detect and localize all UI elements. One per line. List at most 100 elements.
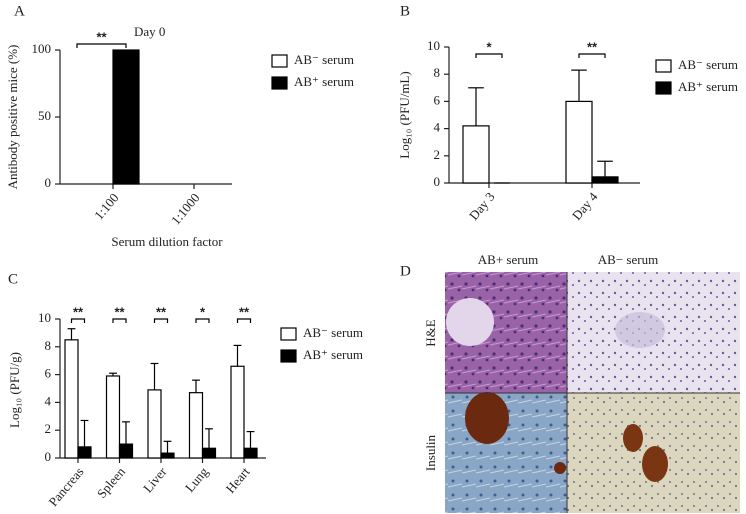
x-tick-label: Liver xyxy=(140,464,170,496)
error-bar xyxy=(122,421,130,445)
y-tick-label: 10 xyxy=(427,38,440,53)
bar xyxy=(160,452,175,459)
legend-swatch xyxy=(280,349,297,363)
significance-label: ** xyxy=(114,304,125,319)
bar xyxy=(147,389,162,459)
annotation: Day 0 xyxy=(134,24,165,39)
islet xyxy=(554,462,566,474)
error-bar xyxy=(468,87,484,126)
bar xyxy=(565,100,593,184)
significance-label: ** xyxy=(156,304,167,319)
error-bar xyxy=(150,362,159,390)
x-tick-label: Spleen xyxy=(94,464,129,501)
legend-label: AB⁺ serum xyxy=(303,347,363,362)
bar xyxy=(230,365,245,459)
column-header: AB− serum xyxy=(598,252,658,267)
significance-bracket xyxy=(475,53,503,58)
legend-label: AB⁻ serum xyxy=(678,57,738,72)
legend-swatch xyxy=(271,76,288,90)
islet xyxy=(615,312,665,348)
y-tick-label: 100 xyxy=(32,41,52,56)
error-bar xyxy=(67,328,76,340)
y-axis-label: Antibody positive mice (%) xyxy=(5,45,20,190)
error-bar xyxy=(571,69,587,102)
bar xyxy=(462,125,490,184)
y-tick-label: 2 xyxy=(45,421,52,436)
legend-swatch xyxy=(280,327,297,341)
panel-label: D xyxy=(400,263,411,279)
error-bar xyxy=(109,372,117,376)
islet xyxy=(623,424,643,452)
significance-bracket xyxy=(578,53,606,58)
y-tick-label: 50 xyxy=(38,108,51,123)
x-tick-label: 1:100 xyxy=(91,190,122,222)
x-axis-label: Serum dilution factor xyxy=(111,234,223,249)
y-tick-label: 10 xyxy=(38,310,51,325)
panel-d: D AB+ serum AB− serum H&E Insulin xyxy=(400,252,740,513)
bar xyxy=(105,375,121,459)
panel-label: A xyxy=(14,3,25,19)
significance-label: ** xyxy=(96,29,107,44)
bar xyxy=(243,447,258,459)
panel-label: B xyxy=(400,3,410,19)
x-tick-label: Day 4 xyxy=(569,189,601,223)
significance-bracket xyxy=(70,318,86,323)
y-tick-label: 8 xyxy=(45,338,52,353)
y-tick-label: 8 xyxy=(434,65,441,80)
y-tick-label: 6 xyxy=(45,366,52,381)
bar xyxy=(591,176,619,184)
error-bar xyxy=(205,428,213,449)
bar xyxy=(201,447,217,459)
x-tick-label: Day 3 xyxy=(466,189,498,223)
significance-bracket xyxy=(236,318,252,323)
significance-label: * xyxy=(200,304,206,319)
bar xyxy=(112,49,140,185)
y-tick-label: 6 xyxy=(434,92,441,107)
x-tick-label: Heart xyxy=(223,464,253,496)
y-tick-label: 2 xyxy=(434,147,441,162)
significance-label: ** xyxy=(587,39,598,54)
x-tick-label: Pancreas xyxy=(45,464,86,509)
legend-label: AB⁺ serum xyxy=(678,79,738,94)
significance-bracket xyxy=(76,43,127,48)
bar xyxy=(188,392,204,459)
legend-label: AB⁻ serum xyxy=(303,325,363,340)
x-tick-label: 1:1000 xyxy=(168,190,203,227)
panel-label: C xyxy=(8,271,18,287)
error-bar xyxy=(246,430,255,449)
significance-label: ** xyxy=(73,304,84,319)
y-tick-label: 0 xyxy=(434,174,441,189)
islet xyxy=(446,298,494,346)
error-bar xyxy=(192,379,200,393)
significance-bracket xyxy=(153,318,169,323)
significance-bracket xyxy=(112,318,127,323)
y-tick-label: 4 xyxy=(45,393,52,408)
row-header: H&E xyxy=(423,319,438,347)
significance-bracket xyxy=(195,318,210,323)
bar xyxy=(77,446,92,459)
y-axis-label: Log₁₀ (PFU/g) xyxy=(7,352,22,428)
column-header: AB+ serum xyxy=(478,252,538,267)
row-header: Insulin xyxy=(423,434,438,471)
y-tick-label: 4 xyxy=(434,120,441,135)
islet xyxy=(642,446,668,482)
legend-swatch xyxy=(271,54,288,68)
error-bar xyxy=(163,440,172,454)
error-bar xyxy=(80,419,89,447)
islet xyxy=(465,392,509,444)
y-axis-label: Log₁₀ (PFU/mL) xyxy=(397,71,412,158)
error-bar xyxy=(597,160,613,177)
error-bar xyxy=(233,344,242,367)
y-tick-label: 0 xyxy=(45,175,52,190)
significance-label: * xyxy=(486,39,492,54)
legend-label: AB⁺ serum xyxy=(294,74,354,89)
legend-swatch xyxy=(655,81,672,95)
significance-label: ** xyxy=(239,304,250,319)
y-tick-label: 0 xyxy=(45,449,52,464)
x-tick-label: Lung xyxy=(182,464,211,495)
bar xyxy=(64,339,79,459)
legend-swatch xyxy=(655,59,672,73)
legend-label: AB⁻ serum xyxy=(294,52,354,67)
